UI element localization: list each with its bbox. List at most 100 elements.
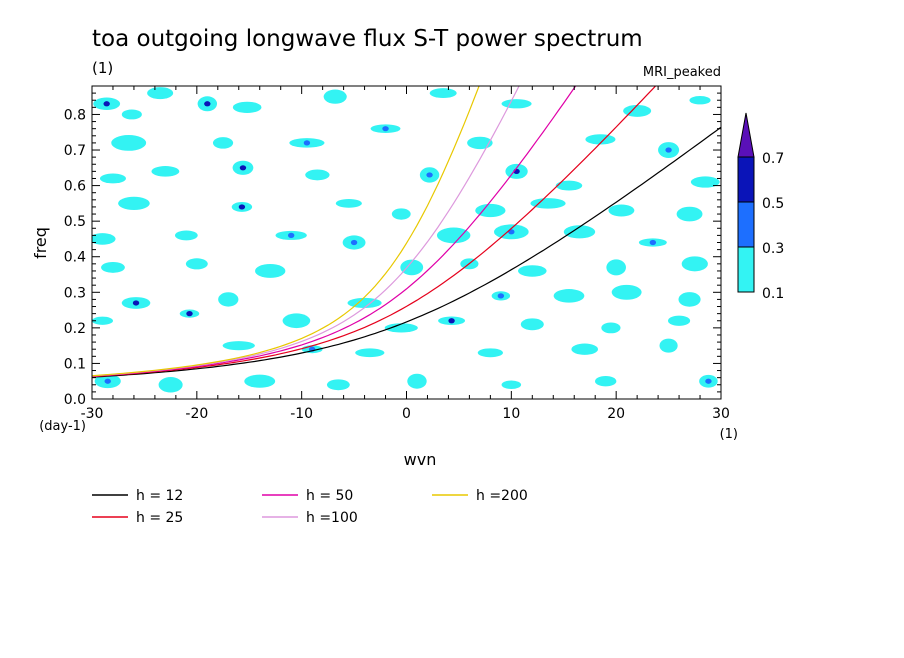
contour-patch (391, 208, 411, 220)
contour-patch (305, 169, 330, 181)
x-axis-label: wvn (404, 450, 437, 469)
contour-patch (355, 348, 385, 358)
contour-core (103, 101, 110, 107)
contour-patch (676, 206, 703, 222)
contour-patch (518, 265, 547, 277)
y-tick-label: 0.4 (64, 250, 86, 266)
colorbar-segment (737, 246, 755, 293)
contour-patch (611, 284, 642, 300)
contour-patch (623, 104, 652, 117)
colorbar-segment (737, 156, 755, 203)
dispersion-curve (92, 126, 721, 378)
y-axis-label: freq (31, 227, 50, 259)
chart-subtitle: (1) (92, 59, 113, 77)
contour-core (497, 293, 505, 299)
contour-core (132, 300, 140, 306)
contour-patch (101, 261, 125, 273)
contour-patch (158, 377, 183, 393)
x-tick-label: 30 (712, 406, 730, 422)
contour-patch (501, 99, 532, 109)
contour-patch (595, 375, 617, 387)
contour-patch (118, 196, 150, 210)
x-unit-label: (1) (720, 427, 738, 442)
x-tick-label: -10 (290, 406, 313, 422)
contour-core (705, 378, 712, 384)
x-tick-label: 0 (402, 406, 411, 422)
dispersion-curves (92, 86, 721, 378)
contour-patch (689, 96, 711, 105)
contour-patch (218, 292, 239, 307)
contour-patch (282, 313, 311, 329)
dispersion-curve (92, 86, 480, 377)
legend-label: h = 50 (306, 488, 353, 504)
y-tick-label: 0.7 (64, 143, 86, 159)
contour-patch (678, 292, 701, 307)
contour-core (104, 378, 111, 384)
contour-patch (335, 199, 362, 208)
axis-ticks: -30 -20 -10 0 10 20 30 0.0 0.1 0.2 0.3 0.4 0.5 0.6 0.7… (64, 86, 730, 422)
contour-patch (555, 180, 583, 191)
contour-patch (92, 233, 116, 245)
dispersion-curve (92, 86, 577, 377)
contour-patch (99, 173, 126, 184)
contour-patch (384, 323, 418, 333)
contour-patch (174, 230, 198, 241)
contour-patch (667, 315, 691, 326)
colorbar: 0.1 0.3 0.5 0.7 (737, 112, 784, 302)
contour-core (186, 311, 193, 317)
colorbar-label: 0.1 (762, 286, 784, 302)
contour-patch (477, 348, 503, 358)
contour-patch (121, 109, 142, 120)
contour-patch (232, 101, 262, 113)
colorbar-segment (737, 201, 755, 248)
x-tick-label: -20 (185, 406, 208, 422)
contour-patch (255, 264, 286, 278)
contour-patch (690, 176, 720, 188)
contour-patch (467, 136, 493, 150)
y-tick-label: 0.0 (64, 392, 86, 408)
contour-patch (429, 88, 457, 99)
contour-patch (185, 258, 208, 270)
contour-patch (151, 166, 180, 177)
contour-patch (571, 343, 599, 355)
y-tick-label: 0.6 (64, 179, 86, 195)
contour-field (92, 87, 720, 393)
contour-patch (681, 256, 708, 272)
colorbar-label: 0.3 (762, 241, 784, 257)
contour-patch (563, 225, 596, 239)
colorbar-label: 0.7 (762, 151, 784, 167)
contour-patch (585, 134, 616, 145)
contour-patch (407, 373, 427, 389)
contour-patch (244, 374, 276, 388)
y-tick-label: 0.1 (64, 356, 86, 372)
contour-core (238, 204, 246, 210)
y-tick-label: 0.3 (64, 285, 86, 301)
legend-label: h = 25 (136, 510, 183, 526)
legend: h = 12 h = 25 h = 50 h =100 h =200 (92, 488, 528, 526)
legend-label: h =100 (306, 510, 358, 526)
contour-patch (212, 137, 234, 149)
contour-core (287, 232, 295, 238)
contour-patch (147, 87, 174, 100)
chart-title: toa outgoing longwave flux S-T power spe… (92, 26, 643, 52)
contour-core (426, 172, 433, 178)
contour-patch (475, 203, 506, 218)
contour-core (665, 147, 672, 153)
y-tick-label: 0.2 (64, 321, 86, 337)
contour-patch (520, 318, 544, 331)
legend-label: h =200 (476, 488, 528, 504)
plot-area: -30 -20 -10 0 10 20 30 0.0 0.1 0.2 0.3 0.4 0.5 0.6 0.7… (64, 85, 730, 422)
colorbar-label: 0.5 (762, 196, 784, 212)
contour-patch (606, 259, 626, 276)
dispersion-curve (92, 86, 520, 377)
contour-patch (323, 89, 347, 104)
colorbar-extension (737, 112, 755, 158)
contour-core (204, 101, 211, 107)
model-label: MRI_peaked (643, 65, 721, 80)
contour-patch (501, 380, 522, 390)
contour-patch (400, 259, 424, 276)
y-tick-label: 0.5 (64, 214, 86, 230)
contour-core (350, 239, 358, 246)
contour-core (239, 165, 247, 171)
